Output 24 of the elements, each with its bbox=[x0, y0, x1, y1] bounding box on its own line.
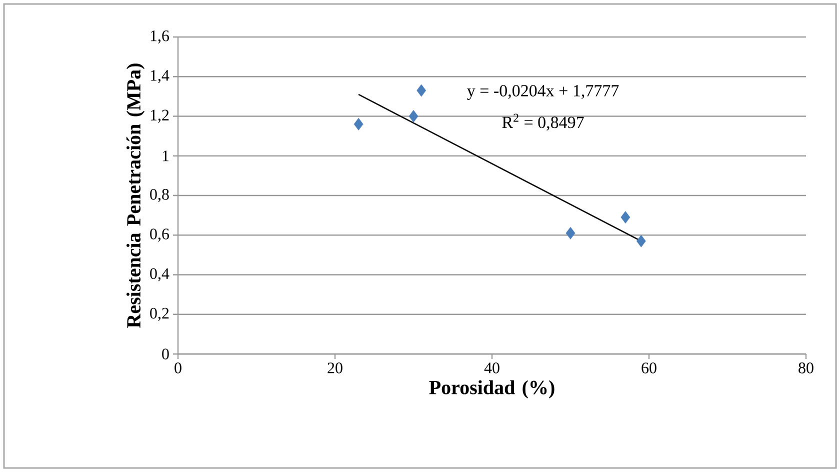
x-tick-label: 60 bbox=[642, 362, 656, 374]
y-axis-title: Resistencia Penetración (MPa) bbox=[126, 64, 145, 328]
point bbox=[416, 84, 426, 97]
y-tick-label: 1 bbox=[162, 150, 169, 162]
point bbox=[408, 110, 418, 122]
y-tick-label: 1,2 bbox=[150, 110, 169, 123]
annotation: y = -0,0204x + 1,7777 bbox=[467, 84, 619, 100]
y-tick-label: 0 bbox=[162, 348, 169, 360]
x-tick-label: 40 bbox=[484, 362, 500, 374]
y-tick-label: 0,6 bbox=[150, 228, 169, 242]
y-tick-label: 1,4 bbox=[150, 70, 170, 84]
y-tick-label: 0,4 bbox=[150, 268, 170, 282]
annotation: R$^{2}$ = 0,8497 bbox=[502, 114, 584, 131]
point bbox=[566, 226, 576, 240]
y-tick-label: 0,8 bbox=[150, 188, 169, 202]
y-tick-label: 0,2 bbox=[150, 308, 169, 321]
x-tick-label: 80 bbox=[798, 362, 814, 374]
point bbox=[636, 234, 646, 248]
x-tick-label: 0 bbox=[174, 362, 182, 374]
x-axis-title: Porosidad (%) bbox=[429, 380, 554, 398]
point bbox=[354, 118, 364, 130]
x-tick-label: 20 bbox=[328, 362, 342, 374]
point bbox=[620, 211, 630, 224]
y-tick-label: 1,6 bbox=[150, 30, 169, 44]
